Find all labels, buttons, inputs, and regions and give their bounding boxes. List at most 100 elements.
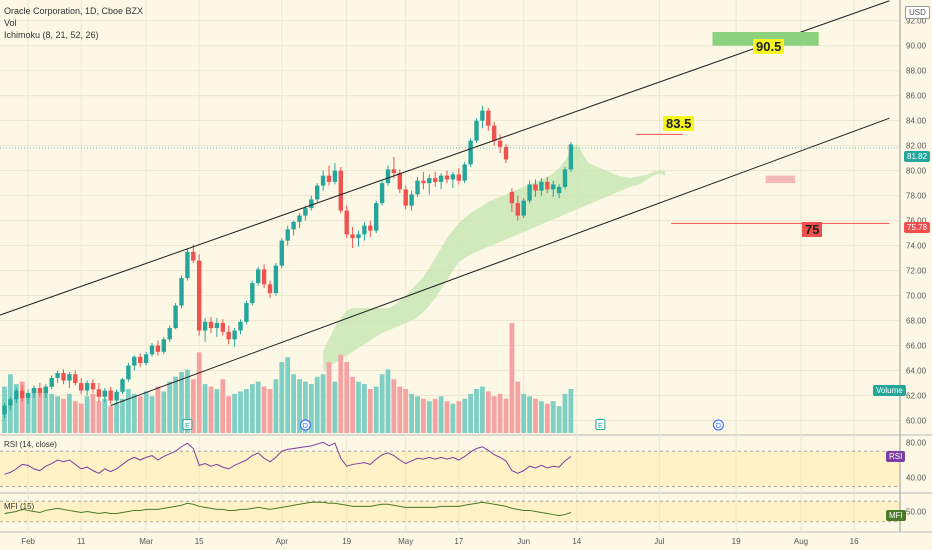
candle-body <box>338 170 343 211</box>
event-label: D <box>303 423 308 430</box>
volume-bar <box>497 393 503 433</box>
volume-bar <box>308 384 314 433</box>
event-label: D <box>716 423 721 430</box>
ichimoku-legend[interactable]: Ichimoku (8, 21, 52, 26) <box>4 30 99 40</box>
currency-badge[interactable]: USD <box>905 6 930 19</box>
volume-bar <box>509 323 515 433</box>
volume-bar <box>285 357 291 433</box>
volume-bar <box>25 393 31 433</box>
mfi-legend[interactable]: MFI (15) <box>4 502 35 511</box>
candle-body <box>167 328 172 340</box>
time-tick: May <box>398 537 413 546</box>
candle-body <box>8 399 13 406</box>
candle-body <box>539 181 544 191</box>
volume-bar <box>438 396 444 433</box>
rsi-legend[interactable]: RSI (14, close) <box>4 440 57 449</box>
mfi-badge: MFI <box>886 510 906 521</box>
earnings-marker <box>595 419 606 430</box>
candle-body <box>96 389 102 397</box>
candle-body <box>480 110 485 121</box>
volume-bar <box>167 381 173 433</box>
volume-bar <box>202 384 208 433</box>
support-75-label[interactable]: 75 <box>802 222 823 237</box>
volume-bar <box>255 381 261 433</box>
candle-body <box>197 260 202 331</box>
volume-bar <box>480 386 485 433</box>
volume-bar <box>432 398 438 433</box>
price-tick: 88.00 <box>906 67 927 76</box>
candle-body <box>226 331 231 340</box>
price-tick: 72.00 <box>906 267 927 276</box>
rsi-badge: RSI <box>886 451 906 462</box>
volume-bar <box>137 396 143 433</box>
volume-bar <box>72 401 78 433</box>
volume-bar <box>126 389 131 433</box>
time-tick: Jun <box>517 537 530 546</box>
candle-body <box>568 144 574 170</box>
candle-body <box>385 169 391 184</box>
trend-channel[interactable] <box>0 0 890 406</box>
price-tick: 78.00 <box>906 192 927 201</box>
last-price-badge: 81.82 <box>904 151 931 162</box>
candle-body <box>562 169 568 187</box>
volume-bar <box>196 352 202 433</box>
candle-body <box>126 365 131 380</box>
time-tick: 19 <box>732 537 741 546</box>
price-tick: 90.00 <box>906 42 927 51</box>
volume-bar <box>190 379 196 433</box>
volume-bar <box>527 396 532 433</box>
candle-body <box>191 251 196 261</box>
candlesticks[interactable] <box>2 105 574 419</box>
volume-bar <box>102 398 108 433</box>
volume-bar <box>37 391 43 433</box>
volume-bar <box>55 396 60 433</box>
volume-bar <box>96 401 102 433</box>
candle-body <box>433 178 438 182</box>
volume-bar <box>350 376 355 433</box>
candle-body <box>320 175 326 186</box>
rsi-band <box>0 451 900 487</box>
volume-bar <box>362 384 367 433</box>
candle-body <box>108 390 113 401</box>
volume-bar <box>391 379 397 433</box>
time-tick: 11 <box>77 537 86 546</box>
candle-body <box>521 200 526 216</box>
volume-bar <box>155 386 161 433</box>
volume-bar <box>90 393 96 433</box>
dividend-marker <box>712 419 724 431</box>
candle-body <box>273 265 279 294</box>
volume-bar <box>249 384 255 433</box>
candle-body <box>244 303 249 322</box>
volume-bar <box>373 386 379 433</box>
volume-bar <box>456 401 462 433</box>
volume-bar <box>208 386 214 433</box>
volume-bar <box>43 386 49 433</box>
volume-bar <box>338 354 344 433</box>
candle-body <box>261 269 267 285</box>
volume-bar <box>67 393 72 433</box>
volume-bar <box>474 389 479 433</box>
target-90-label[interactable]: 90.5 <box>753 39 785 54</box>
candle-body <box>73 374 78 384</box>
candle-body <box>149 345 155 355</box>
volume-bar <box>78 403 84 433</box>
candle-body <box>403 189 408 206</box>
volume-bar <box>143 391 149 433</box>
price-levels[interactable] <box>0 31 900 224</box>
rsi-line <box>4 441 572 475</box>
axes: 92.00 90.00 88.00 86.00 84.00 82.00 80.00 78.00… <box>21 0 927 546</box>
candle-body <box>374 203 379 231</box>
candle-body <box>421 180 426 184</box>
target-83-label[interactable]: 83.5 <box>663 116 695 131</box>
volume-bar <box>415 396 420 433</box>
volume-bar <box>61 398 66 433</box>
volume-bar <box>261 386 267 433</box>
candle-body <box>31 388 37 394</box>
volume-bar <box>297 379 302 433</box>
volume-legend[interactable]: Vol <box>4 18 17 28</box>
candle-body <box>444 175 450 180</box>
trend-line-lower <box>110 117 890 406</box>
volume-bar <box>385 369 391 433</box>
